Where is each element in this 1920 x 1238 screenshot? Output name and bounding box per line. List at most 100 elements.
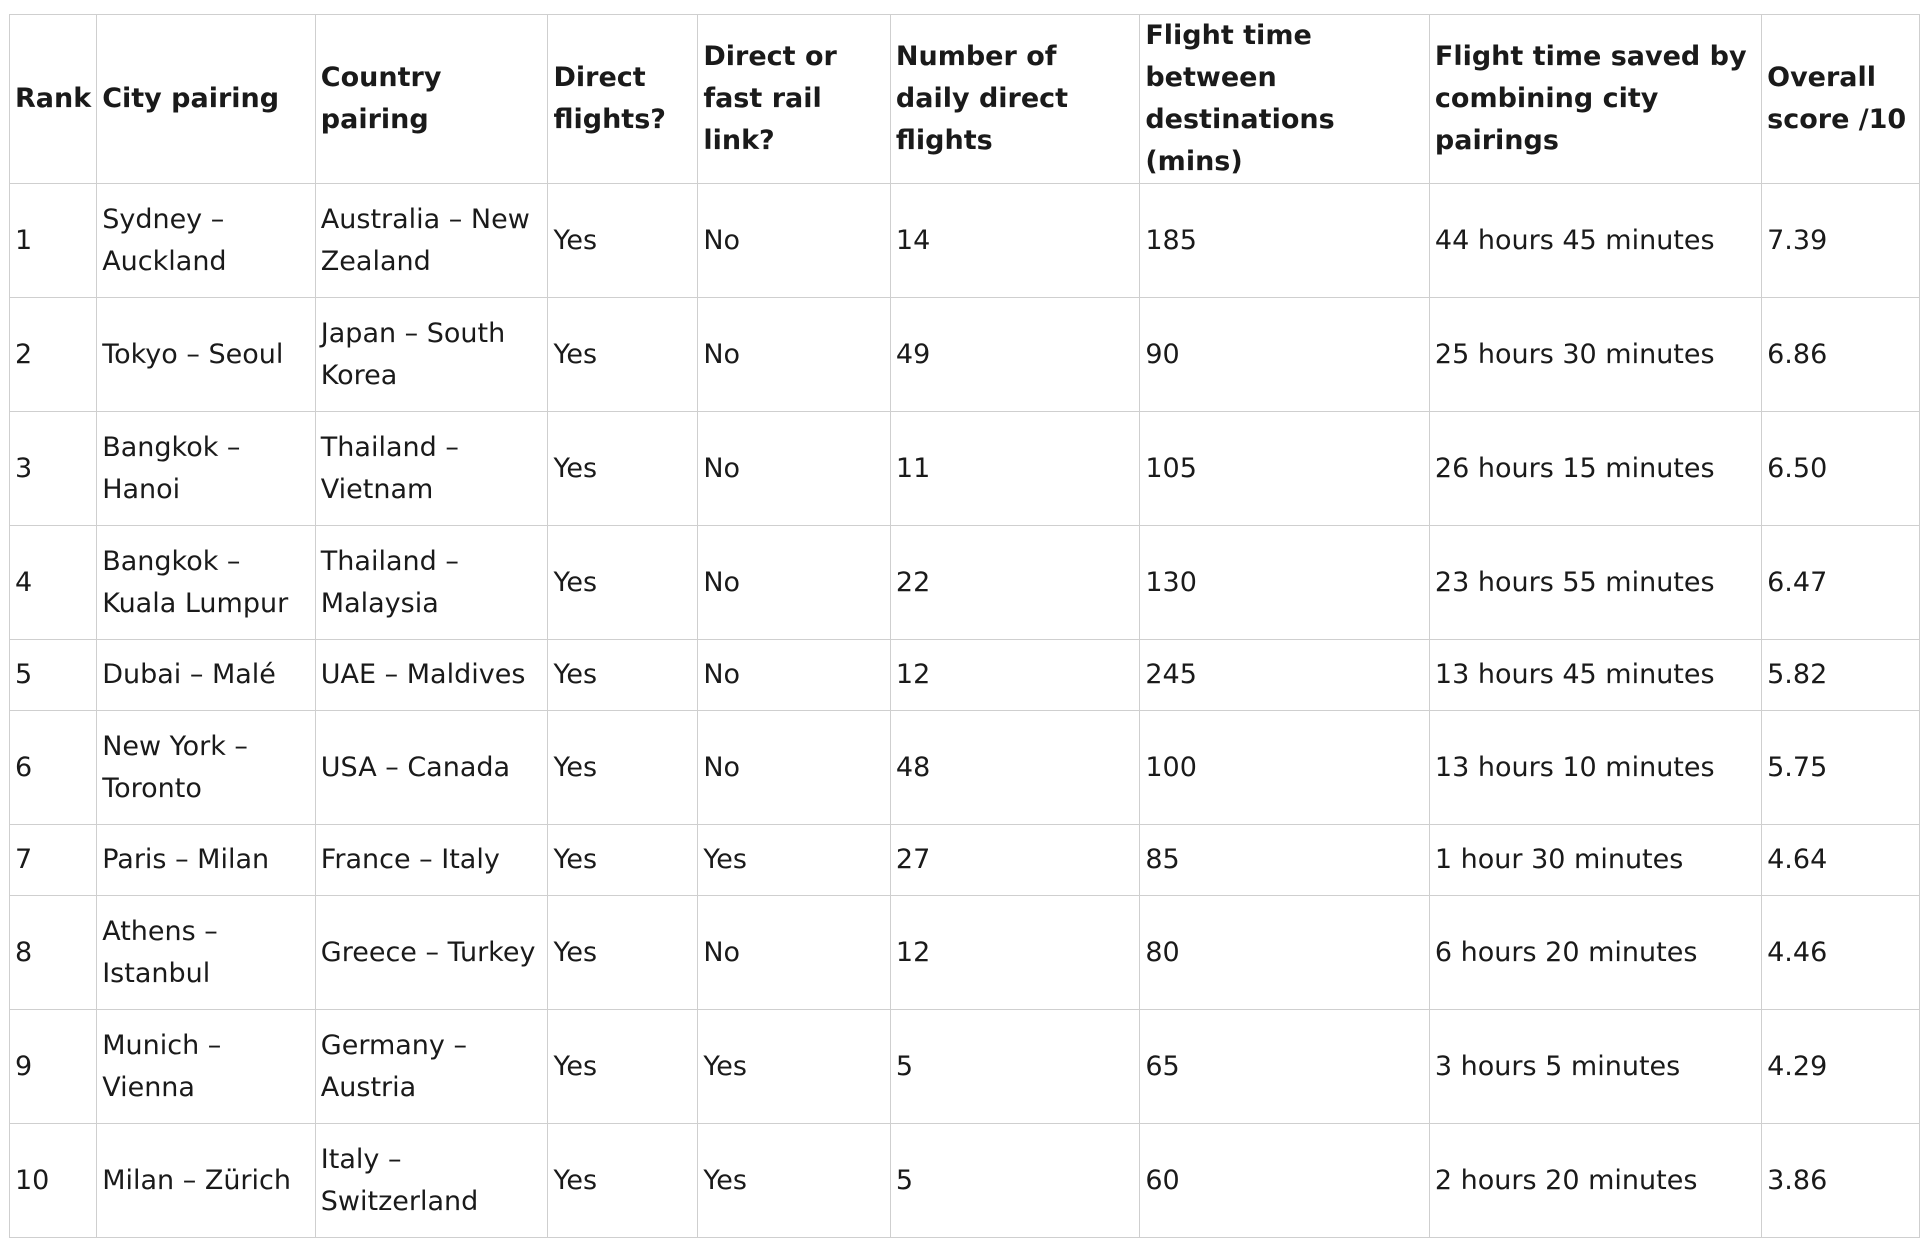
cell-city-pairing: Paris – Milan	[96, 824, 316, 896]
cell-overall-score: 7.39	[1761, 183, 1920, 298]
cell-rail-link: Yes	[697, 1009, 891, 1124]
cell-daily-flights: 27	[889, 824, 1141, 896]
cell-overall-score: 4.29	[1761, 1009, 1920, 1124]
header-rank: Rank	[8, 14, 98, 184]
cell-rail-link: Yes	[697, 824, 891, 896]
cell-overall-score: 4.64	[1761, 824, 1920, 896]
cell-direct-flights: Yes	[547, 411, 699, 526]
cell-flight-time: 105	[1139, 411, 1430, 526]
cell-country-pairing: Japan – South Korea	[314, 297, 549, 412]
cell-rail-link: No	[697, 183, 891, 298]
cell-overall-score: 5.82	[1761, 639, 1920, 711]
cell-country-pairing: Australia – New Zealand	[314, 183, 549, 298]
cell-city-pairing: Dubai – Malé	[96, 639, 316, 711]
cell-overall-score: 6.86	[1761, 297, 1920, 412]
cell-rank: 2	[8, 297, 98, 412]
table-row: 1 Sydney – Auckland Australia – New Zeal…	[8, 183, 1920, 298]
table-row: 2 Tokyo – Seoul Japan – South Korea Yes …	[8, 297, 1920, 412]
cell-country-pairing: France – Italy	[314, 824, 549, 896]
cell-rank: 6	[8, 710, 98, 825]
table-row: 7 Paris – Milan France – Italy Yes Yes 2…	[8, 824, 1920, 896]
header-direct-flights: Direct flights?	[547, 14, 699, 184]
cell-rail-link: No	[697, 297, 891, 412]
cell-city-pairing: New York – Toronto	[96, 710, 316, 825]
header-row: Rank City pairing Country pairing Direct…	[8, 14, 1920, 184]
cell-direct-flights: Yes	[547, 525, 699, 640]
cell-time-saved: 13 hours 45 minutes	[1428, 639, 1763, 711]
header-city-pairing: City pairing	[96, 14, 316, 184]
header-country-pairing: Country pairing	[314, 14, 549, 184]
table-row: 9 Munich – Vienna Germany – Austria Yes …	[8, 1009, 1920, 1124]
table-row: 4 Bangkok – Kuala Lumpur Thailand – Mala…	[8, 525, 1920, 640]
cell-flight-time: 245	[1139, 639, 1430, 711]
cell-overall-score: 6.50	[1761, 411, 1920, 526]
table-row: 6 New York – Toronto USA – Canada Yes No…	[8, 710, 1920, 825]
header-time-saved: Flight time saved by combining city pair…	[1428, 14, 1763, 184]
cell-direct-flights: Yes	[547, 297, 699, 412]
cell-time-saved: 13 hours 10 minutes	[1428, 710, 1763, 825]
cell-city-pairing: Munich – Vienna	[96, 1009, 316, 1124]
cell-time-saved: 44 hours 45 minutes	[1428, 183, 1763, 298]
cell-daily-flights: 5	[889, 1009, 1141, 1124]
cell-daily-flights: 22	[889, 525, 1141, 640]
cell-rail-link: No	[697, 710, 891, 825]
cell-overall-score: 4.46	[1761, 895, 1920, 1010]
cell-city-pairing: Bangkok – Hanoi	[96, 411, 316, 526]
cell-rail-link: No	[697, 411, 891, 526]
cell-rank: 10	[8, 1123, 98, 1238]
header-flight-time: Flight time between destinations (mins)	[1139, 14, 1430, 184]
cell-country-pairing: Italy – Switzerland	[314, 1123, 549, 1238]
table-container: Rank City pairing Country pairing Direct…	[8, 14, 1920, 1238]
cell-daily-flights: 48	[889, 710, 1141, 825]
cell-city-pairing: Bangkok – Kuala Lumpur	[96, 525, 316, 640]
cell-rail-link: Yes	[697, 1123, 891, 1238]
table-row: 8 Athens – Istanbul Greece – Turkey Yes …	[8, 895, 1920, 1010]
cell-time-saved: 3 hours 5 minutes	[1428, 1009, 1763, 1124]
cell-rail-link: No	[697, 639, 891, 711]
cell-flight-time: 80	[1139, 895, 1430, 1010]
table-row: 10 Milan – Zürich Italy – Switzerland Ye…	[8, 1123, 1920, 1238]
cell-overall-score: 6.47	[1761, 525, 1920, 640]
cell-daily-flights: 49	[889, 297, 1141, 412]
cell-country-pairing: Greece – Turkey	[314, 895, 549, 1010]
cell-city-pairing: Sydney – Auckland	[96, 183, 316, 298]
cell-direct-flights: Yes	[547, 183, 699, 298]
header-rail-link: Direct or fast rail link?	[697, 14, 891, 184]
cell-time-saved: 1 hour 30 minutes	[1428, 824, 1763, 896]
cell-rank: 7	[8, 824, 98, 896]
city-pairings-table: Rank City pairing Country pairing Direct…	[8, 14, 1920, 1238]
cell-country-pairing: Germany – Austria	[314, 1009, 549, 1124]
cell-city-pairing: Athens – Istanbul	[96, 895, 316, 1010]
cell-direct-flights: Yes	[547, 895, 699, 1010]
table-row: 3 Bangkok – Hanoi Thailand – Vietnam Yes…	[8, 411, 1920, 526]
cell-rank: 3	[8, 411, 98, 526]
cell-rail-link: No	[697, 525, 891, 640]
cell-country-pairing: UAE – Maldives	[314, 639, 549, 711]
header-overall-score: Overall score /10	[1761, 14, 1920, 184]
cell-time-saved: 26 hours 15 minutes	[1428, 411, 1763, 526]
cell-flight-time: 60	[1139, 1123, 1430, 1238]
cell-country-pairing: Thailand – Vietnam	[314, 411, 549, 526]
cell-time-saved: 2 hours 20 minutes	[1428, 1123, 1763, 1238]
cell-direct-flights: Yes	[547, 824, 699, 896]
cell-country-pairing: USA – Canada	[314, 710, 549, 825]
cell-overall-score: 3.86	[1761, 1123, 1920, 1238]
cell-city-pairing: Tokyo – Seoul	[96, 297, 316, 412]
cell-flight-time: 185	[1139, 183, 1430, 298]
cell-rank: 9	[8, 1009, 98, 1124]
cell-overall-score: 5.75	[1761, 710, 1920, 825]
cell-daily-flights: 11	[889, 411, 1141, 526]
table-row: 5 Dubai – Malé UAE – Maldives Yes No 12 …	[8, 639, 1920, 711]
cell-flight-time: 65	[1139, 1009, 1430, 1124]
cell-daily-flights: 12	[889, 895, 1141, 1010]
cell-direct-flights: Yes	[547, 1123, 699, 1238]
cell-daily-flights: 14	[889, 183, 1141, 298]
cell-daily-flights: 12	[889, 639, 1141, 711]
cell-direct-flights: Yes	[547, 639, 699, 711]
cell-direct-flights: Yes	[547, 710, 699, 825]
cell-rank: 5	[8, 639, 98, 711]
cell-time-saved: 23 hours 55 minutes	[1428, 525, 1763, 640]
cell-daily-flights: 5	[889, 1123, 1141, 1238]
cell-rank: 8	[8, 895, 98, 1010]
cell-direct-flights: Yes	[547, 1009, 699, 1124]
